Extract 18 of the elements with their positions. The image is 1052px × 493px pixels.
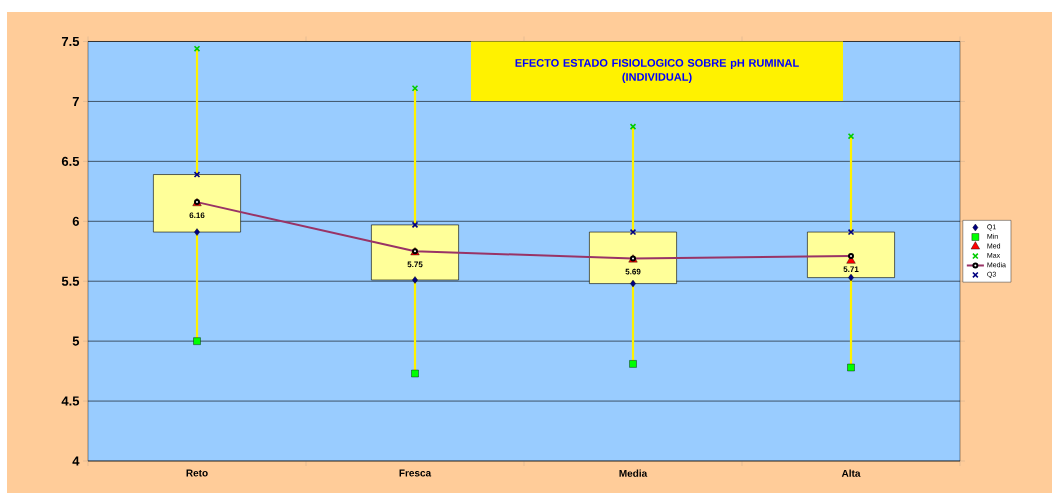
y-tick-label: 5.5 bbox=[61, 276, 80, 286]
y-tick-label: 5 bbox=[72, 336, 80, 346]
data-label: 6.16 bbox=[189, 212, 205, 219]
y-tick-label: 7 bbox=[72, 96, 79, 106]
y-tick-label: 6 bbox=[72, 216, 79, 226]
data-label: 5.69 bbox=[625, 268, 641, 275]
y-tick-label: 7.5 bbox=[61, 36, 80, 47]
x-tick-label: Alta bbox=[841, 469, 861, 477]
data-label: 5.75 bbox=[407, 261, 423, 268]
x-tick-label: Fresca bbox=[399, 469, 432, 477]
data-label: 5.71 bbox=[843, 266, 859, 272]
text: EFECTO ESTADO FISIOLOGICO SOBRE pH RUMINAL bbox=[515, 59, 799, 69]
text: (INDIVIDUAL) bbox=[622, 72, 692, 83]
x-tick-label: Reto bbox=[186, 469, 208, 477]
y-tick-label: 6.5 bbox=[61, 156, 80, 166]
x-tick-label: Media bbox=[619, 469, 648, 477]
y-tick-label: 4 bbox=[72, 456, 80, 466]
y-tick-label: 4.5 bbox=[61, 396, 80, 406]
